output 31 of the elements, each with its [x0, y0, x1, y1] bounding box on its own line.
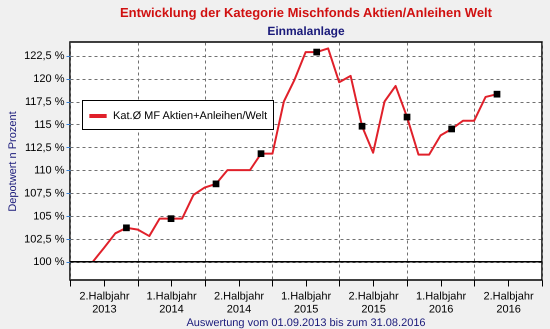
point	[212, 180, 220, 188]
x-tick-label: 1.Halbjahr 2015	[281, 290, 332, 316]
y-tick-label: 105 %	[33, 210, 65, 222]
x-tick-label: 2.Halbjahr 2013	[79, 290, 130, 316]
point	[168, 215, 174, 222]
y-tick-label: 117,5 %	[24, 96, 65, 108]
point	[123, 224, 130, 232]
y-tick-label: 107,5 %	[24, 188, 65, 200]
x-tick-label: 2.Halbjahr 2016	[484, 290, 534, 316]
x-tick-label: 1.Halbjahr 2014	[146, 290, 197, 316]
y-tick-label: 102,5 %	[24, 233, 65, 246]
y-tick-label: 100 %	[33, 256, 65, 268]
legend-label: Kat.Ø MF Aktien+Anleihen/Welt	[113, 110, 268, 122]
x-tick-label: 2.Halbjahr 2014	[214, 290, 264, 316]
chart-subtitle: Einmalanlage	[267, 24, 345, 38]
point	[404, 114, 410, 120]
y-tick-label: 112,5 %	[24, 142, 65, 154]
x-tick-label: 2.Halbjahr 2015	[348, 290, 400, 316]
y-tick-label: 120 %	[33, 73, 65, 86]
y-tick-label: 122,5 %	[24, 50, 65, 62]
x-tick-label: 1.Halbjahr 2016	[416, 290, 466, 316]
y-tick-label: 115 %	[34, 118, 65, 131]
point	[448, 126, 456, 132]
y-axis-title: Depotwert n Prozent	[7, 111, 20, 212]
text: Auswertung vom 01.09.2013 bis zum 31.08.2016	[186, 317, 426, 329]
point	[313, 48, 320, 56]
point	[258, 150, 264, 158]
y-tick-label: 110 %	[34, 164, 65, 177]
chart-title: Entwicklung der Kategorie Mischfonds Aktien/Anleihen Welt	[120, 5, 493, 20]
point	[358, 122, 366, 130]
point	[494, 90, 500, 98]
